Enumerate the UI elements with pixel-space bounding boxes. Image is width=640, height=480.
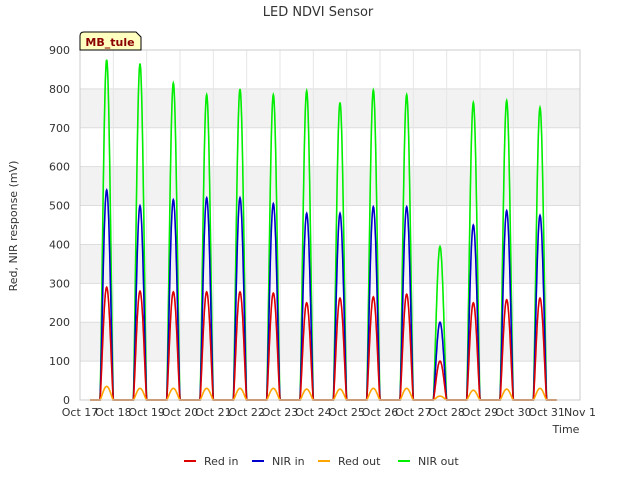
x-tick-label: Oct 26 [362, 406, 399, 419]
x-tick-label: Oct 22 [228, 406, 265, 419]
y-tick-label: 300 [49, 277, 70, 290]
x-tick-label: Oct 27 [395, 406, 432, 419]
chart-title: LED NDVI Sensor [263, 5, 374, 20]
x-tick-label: Nov 1 [564, 406, 596, 419]
legend-label: Red out [338, 455, 381, 468]
grid-band [80, 322, 580, 362]
legend-label: NIR out [418, 455, 459, 468]
y-tick-label: 400 [49, 238, 70, 251]
x-tick-label: Oct 19 [128, 406, 165, 419]
x-tick-label: Oct 23 [262, 406, 299, 419]
legend-label: NIR in [272, 455, 305, 468]
grid-band [80, 88, 580, 128]
y-tick-label: 700 [49, 122, 70, 135]
x-tick-label: Oct 20 [162, 406, 199, 419]
x-tick-label: Oct 25 [328, 406, 365, 419]
annotation-box [79, 31, 142, 51]
y-tick-label: 200 [49, 316, 70, 329]
x-tick-label: Oct 24 [295, 406, 332, 419]
x-axis-label: Time [552, 423, 580, 436]
y-tick-label: 800 [49, 83, 70, 96]
plot-frame [79, 49, 581, 401]
grid-bands [80, 88, 580, 362]
x-tick-label: Oct 30 [495, 406, 532, 419]
x-tick-label: Oct 31 [528, 406, 565, 419]
x-tick-label: Oct 17 [62, 406, 99, 419]
x-tick-label: Oct 29 [462, 406, 499, 419]
x-tick-label: Oct 18 [95, 406, 132, 419]
y-tick-label: 100 [49, 355, 70, 368]
grid-band [80, 244, 580, 284]
site-annotation: MB_tule [79, 31, 142, 51]
y-tick-label: 600 [49, 161, 70, 174]
legend: Red in NIR in Red out NIR out [184, 455, 459, 468]
x-tick-label: Oct 21 [195, 406, 232, 419]
x-tick-label: Oct 28 [428, 406, 465, 419]
y-tick-label: 500 [49, 200, 70, 213]
y-axis-label: Red, NIR response (mV) [7, 161, 20, 292]
annotation-label: MB_tule [85, 36, 134, 49]
legend-label: Red in [204, 455, 238, 468]
y-tick-label: 0 [63, 394, 70, 407]
y-tick-label: 900 [49, 44, 70, 57]
grid-band [80, 166, 580, 206]
y-tick-labels: 0 100 200 300 400 500 600 700 800 900 [49, 44, 70, 407]
